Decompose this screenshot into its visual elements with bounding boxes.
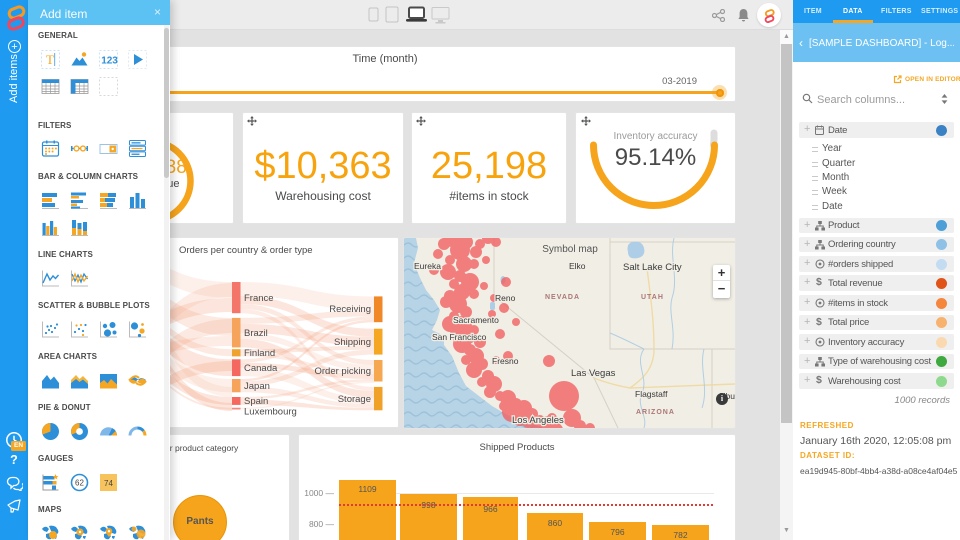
svg-text:Order picking: Order picking — [315, 366, 372, 377]
svg-text:Sacramento: Sacramento — [453, 315, 499, 325]
svg-text:UTAH: UTAH — [641, 294, 664, 301]
svg-text:Eureka: Eureka — [414, 261, 441, 271]
svg-text:Spain: Spain — [244, 396, 268, 407]
svg-text:74: 74 — [104, 479, 113, 488]
svg-text:Finland: Finland — [244, 348, 275, 359]
svg-text:Storage: Storage — [338, 394, 371, 405]
svg-text:Receiving: Receiving — [329, 304, 371, 315]
svg-text:Luxembourg: Luxembourg — [244, 407, 297, 418]
svg-text:NEVADA: NEVADA — [545, 294, 580, 301]
svg-text:ARIZONA: ARIZONA — [636, 409, 675, 416]
svg-text:Japan: Japan — [244, 381, 270, 392]
svg-text:T: T — [46, 52, 54, 67]
svg-text:Fresno: Fresno — [492, 356, 519, 366]
svg-text:Brazil: Brazil — [244, 328, 268, 339]
svg-text:Flagstaff: Flagstaff — [635, 389, 668, 399]
svg-text:Reno: Reno — [495, 293, 516, 303]
svg-text:123: 123 — [101, 56, 118, 67]
svg-text:Las Vegas: Las Vegas — [571, 368, 616, 379]
svg-text:France: France — [244, 293, 274, 304]
svg-text:Elko: Elko — [569, 261, 586, 271]
svg-text:Los Angeles: Los Angeles — [512, 415, 564, 426]
svg-text:San Francisco: San Francisco — [432, 332, 487, 342]
svg-text:Salt Lake City: Salt Lake City — [623, 262, 682, 273]
svg-text:Canada: Canada — [244, 363, 278, 374]
svg-text:Shipping: Shipping — [334, 337, 371, 348]
svg-text:62: 62 — [75, 479, 84, 488]
